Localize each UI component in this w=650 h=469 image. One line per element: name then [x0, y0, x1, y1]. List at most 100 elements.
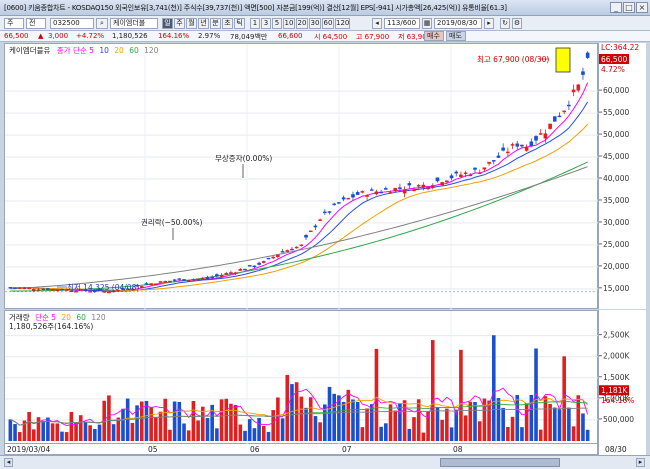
period-0[interactable]: 일	[162, 18, 173, 29]
volume-chart-panel[interactable]: 거래량 단순 5 20 60 120 1,180,526주(164.16%)	[4, 310, 599, 445]
sell-button[interactable]: 매도	[446, 31, 466, 41]
scroll-right-icon[interactable]: ▸	[636, 458, 645, 467]
buy-button[interactable]: 매수	[424, 31, 444, 41]
period-5[interactable]: 초	[222, 18, 233, 29]
volume-bar	[13, 424, 17, 441]
candle-body	[346, 197, 351, 200]
candle-body	[64, 289, 69, 291]
close-icon[interactable]: ×	[636, 2, 648, 13]
volume-bar	[50, 423, 55, 441]
candle-body	[121, 288, 125, 290]
volume-chart[interactable]	[5, 311, 599, 445]
volume-bar	[290, 384, 294, 441]
candle-body	[440, 182, 444, 186]
price-legend: 케이엠더블유 종가 단순 5 10 20 60 120	[9, 45, 158, 56]
interval-1[interactable]: 1	[250, 18, 260, 29]
period-2[interactable]: 월	[186, 18, 197, 29]
volume-pct: 164.16%	[158, 32, 190, 40]
candle-body	[247, 265, 252, 267]
interval-120[interactable]: 120	[335, 18, 350, 29]
calendar-icon[interactable]: ▦	[422, 18, 432, 29]
volume-bar	[83, 421, 88, 441]
candle-body	[552, 116, 557, 122]
volume-bar	[398, 403, 402, 441]
current-price-tag	[599, 54, 629, 64]
candle-body	[398, 187, 402, 189]
volume-bar	[219, 399, 224, 441]
scroll-left-icon[interactable]: ◂	[4, 458, 13, 467]
date-field[interactable]: 2019/08/30	[434, 18, 482, 29]
candle-body	[407, 183, 412, 186]
settings-icon[interactable]: ⚙	[512, 18, 522, 29]
candle-body	[496, 155, 501, 158]
period-4[interactable]: 분	[210, 18, 221, 29]
ma20-line	[10, 123, 589, 291]
prior-high: 66,600	[278, 32, 303, 40]
maximize-icon[interactable]: □	[623, 2, 635, 13]
scroll-thumb[interactable]	[440, 458, 560, 467]
candle-body	[304, 234, 308, 238]
period-1[interactable]: 주	[174, 18, 185, 29]
volume-bar	[332, 393, 337, 441]
volume-bar	[468, 401, 473, 441]
candle-body	[332, 203, 337, 206]
stock-code-input[interactable]: 032500	[50, 18, 94, 29]
interval-10[interactable]: 10	[283, 18, 295, 29]
minimize-icon[interactable]: _	[610, 2, 622, 13]
ma120-line	[10, 166, 588, 290]
interval-5[interactable]: 5	[272, 18, 282, 29]
legend-stock-name: 케이엠더블유	[9, 46, 51, 55]
search-icon[interactable]: ⌕	[96, 18, 108, 29]
volume-bar	[111, 424, 116, 441]
interval-60[interactable]: 60	[322, 18, 334, 29]
annotation-split: 무상증자(0.00%)	[215, 153, 272, 163]
period-6[interactable]: 틱	[234, 18, 245, 29]
candle-body	[351, 194, 355, 198]
volume-legend: 거래량 단순 5 20 60 120	[9, 312, 106, 323]
candle-body	[8, 287, 13, 289]
candle-body	[210, 276, 214, 279]
axis-pct-label: 4.72%	[601, 65, 625, 74]
x-axis-right: 08/30	[598, 444, 646, 455]
vol-ma120-line	[10, 407, 588, 426]
candle-body	[107, 291, 111, 294]
price-chart[interactable]: 최고 67,900 (08/30) 최저 14,325 (04/08) 무상증자(0…	[5, 44, 599, 310]
volume-bar	[224, 398, 229, 441]
bottom-scrollbar[interactable]: ◂ ▸	[0, 455, 650, 469]
interval-3[interactable]: 3	[261, 18, 271, 29]
candle-body	[196, 278, 200, 281]
volume-bar	[496, 398, 501, 441]
volume-bar	[78, 415, 83, 441]
refresh-icon[interactable]: ↻	[500, 18, 510, 29]
candle-body	[581, 71, 585, 75]
price-chart-panel[interactable]: 최고 67,900 (08/30) 최저 14,325 (04/08) 무상증자(0…	[4, 43, 599, 310]
volume-bar	[435, 407, 440, 441]
interval-20[interactable]: 20	[296, 18, 308, 29]
volume-bar	[177, 401, 182, 441]
candle-body	[205, 277, 210, 280]
candle-body	[477, 172, 482, 175]
volume-bar	[308, 397, 313, 441]
candle-body	[271, 256, 275, 259]
candle-body	[468, 174, 473, 177]
period-3[interactable]: 년	[198, 18, 209, 29]
volume-bar	[365, 408, 369, 441]
market-select[interactable]: 주	[4, 18, 24, 29]
candle-body	[337, 202, 341, 204]
volume-tick-label: 1,500K	[603, 373, 630, 382]
legend-vol-ma20: 20	[61, 313, 71, 322]
prev-icon[interactable]: ◂	[372, 18, 382, 29]
interval-30[interactable]: 30	[309, 18, 321, 29]
candle-body	[445, 180, 449, 183]
volume-bar	[337, 395, 341, 441]
candle-body	[548, 123, 552, 129]
volume-bar	[154, 417, 158, 441]
candle-body	[69, 290, 74, 293]
volume-bar	[158, 411, 163, 441]
candle-body	[130, 288, 135, 290]
price-tick-label: 50,000	[603, 130, 629, 139]
next-icon[interactable]: ▸	[484, 18, 494, 29]
volume-bar	[215, 428, 219, 441]
type-select[interactable]: 전	[26, 18, 46, 29]
volume-bar	[571, 426, 576, 441]
